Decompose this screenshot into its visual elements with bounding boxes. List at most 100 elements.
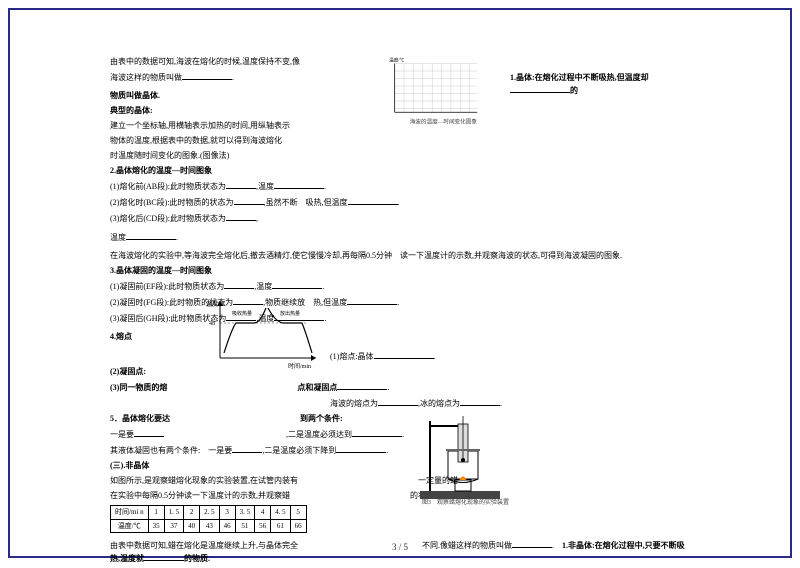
cell: 2. 5 — [200, 506, 220, 520]
cell: 2 — [184, 506, 200, 520]
text: 由表中的数据可知,海波在熔化的时候,温度保持不变,像 — [110, 57, 300, 66]
text: 的物质. — [184, 554, 210, 563]
text-line: 在海波熔化的实验中,等海波完全熔化后,撤去酒精灯,使它慢慢冷却,再每隔0.5分钟… — [110, 250, 690, 262]
blank — [352, 428, 402, 437]
blank — [126, 231, 176, 240]
text: (3)熔化后(CD段):此时物质状态为 — [110, 214, 226, 223]
text: 一是要 — [110, 430, 134, 439]
blank — [510, 84, 570, 93]
text: (1)熔化前(AB段):此时物质状态为 — [110, 182, 226, 191]
blank — [182, 71, 232, 80]
text: 其液体凝固也有两个条件: 一是要 — [110, 446, 232, 455]
blank — [336, 444, 386, 453]
curve-annot: 吸收热量 — [232, 310, 252, 317]
axis-label: 时间/min — [288, 362, 311, 370]
text-line: 物体的温度,根据表中的数据,就可以得到海波熔化 — [110, 135, 690, 147]
text-line: 其液体凝固也有两个条件: 一是要,二是温度必须下降到. — [110, 444, 690, 457]
text-line: 在实验中每隔0.5分钟读一下温度计的示数,并观察蜡的状态,记在下面的表中. — [110, 490, 690, 502]
cell: 4. 5 — [271, 506, 291, 520]
cell: 1 — [148, 506, 164, 520]
cell: 1. 5 — [164, 506, 184, 520]
text-line: 一是要,二是温度必须达到. — [110, 428, 690, 441]
text-line: (3)熔化后(CD段):此时物质状态为, — [110, 212, 690, 225]
axis-label: 温度/℃ — [206, 300, 226, 308]
text-line: 如图所示,是观察蜡熔化现象的实验装置,在试管内装有一定量的蜡 — [110, 475, 690, 487]
text-line: 温度. — [110, 231, 690, 244]
grid-caption: 海波的温度—时间变化图象 — [410, 118, 478, 126]
blank — [272, 280, 322, 289]
text: 5．晶体熔化要达 — [110, 414, 170, 423]
cell: 3. 5 — [235, 506, 255, 520]
axis-label: 温度/℃ — [389, 57, 405, 64]
blank — [337, 381, 387, 390]
tick-label: 48 — [209, 321, 215, 327]
section-title: 2.晶体熔化的温度—时间图象 — [110, 165, 690, 177]
cell: 56 — [255, 519, 271, 533]
text: 在实验中每隔0.5分钟读一下温度计的示数,并观察蜡 — [110, 491, 290, 500]
blank — [348, 196, 398, 205]
text-line: 海波的熔点为,冰的熔点为. — [330, 397, 690, 410]
section-title: 3.晶体凝固的温度—时间图象 — [110, 265, 690, 277]
blank — [347, 296, 397, 305]
text: (2)熔化时(BC段):此时物质的状态为 — [110, 198, 234, 207]
data-table: 时间/mi n 1 1. 5 2 2. 5 3 3. 5 4 4. 5 5 温度… — [110, 505, 307, 533]
text: ,二是温度必须达到 — [286, 430, 352, 439]
text: 的 — [570, 86, 578, 95]
section-title: (三).非晶体 — [110, 460, 690, 472]
blank — [144, 552, 184, 561]
note-crystal: 1.晶体:在熔化过程中不断吸热,但温度却的 — [510, 72, 690, 97]
text: 点和凝固点 — [297, 383, 337, 392]
section-title: 4.熔点 — [110, 331, 690, 343]
text: (3)同一物质的熔 — [110, 383, 167, 392]
cell: 66 — [290, 519, 306, 533]
curve-chart: 温度/℃ 48 时间/min 吸收热量 放出热量 — [206, 298, 326, 373]
blank — [234, 196, 264, 205]
text: (1)凝固前(EF段):此时物质状态为 — [110, 282, 224, 291]
table-row: 时间/mi n 1 1. 5 2 2. 5 3 3. 5 4 4. 5 5 — [111, 506, 307, 520]
blank — [274, 180, 324, 189]
text: ,虽然不断 吸热,但温度 — [264, 198, 348, 207]
text: 海波的熔点为 — [330, 399, 378, 408]
table-row: 温度/℃ 35 37 40 43 46 51 56 61 66 — [111, 519, 307, 533]
blank — [226, 180, 256, 189]
cell: 43 — [200, 519, 220, 533]
cell: 40 — [184, 519, 200, 533]
text-line: (3)凝固后(GH段):此时物质状态为,温度. — [110, 312, 690, 325]
text-line: (1)熔点:晶体. — [330, 350, 690, 363]
cell: 4 — [255, 506, 271, 520]
cell: 35 — [148, 519, 164, 533]
text: ,温度 — [254, 282, 272, 291]
text: 海波这样的物质叫做 — [110, 73, 182, 82]
cell: 37 — [164, 519, 184, 533]
blank — [134, 428, 164, 437]
text-line: 时温度随时间变化的图象.(图像法) — [110, 150, 690, 162]
blank — [374, 350, 434, 359]
cell: 3 — [219, 506, 235, 520]
document-content: 温度/℃ 海波的温度—时间变化图象 由表中的数据可知,海波在熔化的时候,温度保持… — [110, 56, 690, 568]
blank — [226, 212, 256, 221]
text: (1)熔点:晶体 — [330, 352, 374, 361]
page-number: 3 / 5 — [0, 542, 800, 552]
text: 到两个条件: — [300, 414, 343, 423]
text-line: (1)熔化前(AB段):此时物质状态为,温度. — [110, 180, 690, 193]
cell: 46 — [219, 519, 235, 533]
text: 如图所示,是观察蜡熔化现象的实验装置,在试管内装有 — [110, 476, 298, 485]
cell: 时间/mi n — [111, 506, 149, 520]
apparatus-caption: 图3 观察蜡熔化现象的实验装置 — [422, 498, 509, 506]
text-line: (2)凝固时(FG段):此时物质的状态为,物质继续放 热,但温度. — [110, 296, 690, 309]
text-line: (1)凝固前(EF段):此时物质状态为,温度. — [110, 280, 690, 293]
cell: 61 — [271, 519, 291, 533]
text: ,二是温度必须下降到 — [262, 446, 336, 455]
text-line: (3)同一物质的熔点和凝固点. — [110, 381, 690, 394]
blank — [224, 280, 254, 289]
curve-annot: 放出热量 — [280, 310, 300, 317]
grid-chart: 温度/℃ 海波的温度—时间变化图象 — [380, 56, 490, 131]
text: 温度 — [110, 233, 126, 242]
cell: 51 — [235, 519, 255, 533]
cell: 5 — [290, 506, 306, 520]
text-line: (2)凝固点: — [110, 366, 690, 378]
text-line: 5．晶体熔化要达 到两个条件: — [110, 413, 690, 425]
cell: 温度/℃ — [111, 519, 149, 533]
text: ,温度 — [256, 182, 274, 191]
apparatus-figure: 图3 观察蜡熔化现象的实验装置 — [410, 396, 510, 506]
